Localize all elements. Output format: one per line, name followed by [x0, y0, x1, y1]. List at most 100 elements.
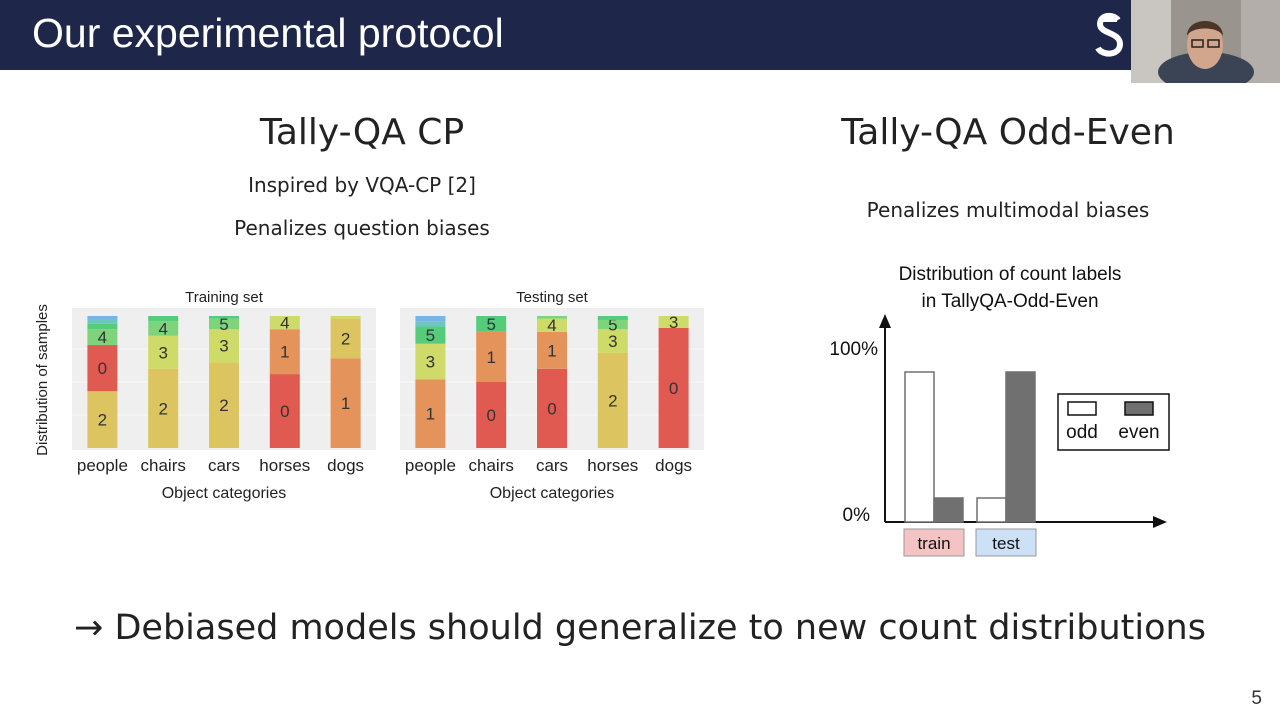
segment-count-label: 1 — [280, 343, 289, 362]
segment-count-label: 4 — [98, 328, 107, 347]
stacked-bar-segment — [415, 321, 446, 327]
segment-count-label: 2 — [341, 329, 350, 348]
stacked-bar-segment — [476, 382, 507, 448]
category-tick-label: cars — [536, 456, 568, 475]
stacked-bar-segment — [537, 331, 567, 369]
stacked-bar-segment — [330, 316, 361, 319]
segment-count-label: 3 — [426, 353, 435, 372]
stacked-bar-segment — [87, 323, 118, 330]
y-axis-arrow-icon — [879, 314, 891, 328]
odd-even-chart-title: in TallyQA-Odd-Even — [921, 291, 1098, 312]
stacked-bar-segment — [87, 316, 118, 320]
slide-title: Our experimental protocol — [32, 10, 504, 56]
tallyqa-odd-even-heading: Tally-QA Odd-Even — [841, 112, 1175, 153]
stacked-bar-segment — [330, 358, 361, 448]
segment-count-label: 2 — [98, 411, 107, 430]
segment-count-label: 2 — [158, 399, 167, 418]
even-bar — [1005, 371, 1036, 523]
legend-swatch — [1124, 401, 1154, 416]
y-tick-label: 0% — [843, 505, 871, 526]
stacked-bar-segment — [537, 316, 567, 319]
legend-swatch — [1067, 401, 1097, 416]
chart-title: Testing set — [516, 289, 589, 306]
stacked-bar-segment — [415, 316, 446, 322]
y-axis-label: Distribution of samples — [34, 304, 51, 456]
bottom-statement: → Debiased models should generalize to n… — [74, 608, 1206, 648]
stacked-bar-segment — [330, 318, 361, 359]
tallyqa-cp-heading: Tally-QA CP — [259, 112, 465, 153]
segment-count-label: 5 — [608, 316, 617, 335]
segment-count-label: 5 — [486, 315, 495, 334]
stacked-bar-segment — [415, 326, 446, 344]
x-axis-label: Object categories — [490, 485, 615, 502]
legend-label: odd — [1066, 422, 1098, 443]
odd-even-chart-title: Distribution of count labels — [899, 264, 1122, 285]
segment-count-label: 2 — [608, 391, 617, 410]
segment-count-label: 3 — [158, 343, 167, 362]
odd-bar — [904, 371, 935, 523]
category-label: train — [917, 534, 950, 553]
tallyqa-cp-inspired: Inspired by VQA-CP [2] — [248, 173, 476, 197]
stacked-bar-segment — [269, 316, 300, 330]
category-tick-label: horses — [259, 456, 310, 475]
segment-count-label: 2 — [219, 396, 228, 415]
chart-title: Training set — [185, 289, 264, 306]
tallyqa-odd-even-penalizes: Penalizes multimodal biases — [866, 198, 1150, 222]
stacked-bar-segment — [148, 321, 179, 336]
stacked-bar-segment — [148, 316, 179, 322]
stacked-bar-segment — [269, 374, 300, 448]
page-number: 5 — [1251, 688, 1262, 709]
stacked-bar-segment — [209, 316, 239, 319]
odd-bar — [976, 497, 1007, 523]
segment-count-label: 3 — [669, 313, 678, 332]
stacked-bar-segment — [269, 329, 300, 375]
stacked-bar-segment — [597, 319, 628, 330]
stacked-bar-segment — [597, 316, 628, 320]
stacked-bar-segment — [209, 362, 239, 448]
stacked-bar-segment — [597, 352, 628, 448]
segment-count-label: 0 — [98, 359, 107, 378]
y-tick-label: 100% — [829, 339, 878, 360]
stacked-bar-segment — [148, 368, 179, 448]
category-tick-label: chairs — [141, 456, 186, 475]
stacked-bar-segment — [476, 316, 507, 332]
category-tick-label: horses — [587, 456, 638, 475]
webcam-video — [1131, 0, 1280, 83]
tallyqa-cp-penalizes: Penalizes question biases — [234, 216, 490, 240]
segment-count-label: 4 — [280, 314, 289, 333]
segment-count-label: 5 — [426, 326, 435, 345]
stacked-bar-segment — [87, 319, 118, 324]
segment-count-label: 0 — [669, 379, 678, 398]
stacked-bar-segment — [537, 318, 567, 332]
category-tick-label: chairs — [469, 456, 514, 475]
stacked-bar-segment — [209, 318, 239, 330]
stacked-bar-segment — [537, 368, 567, 448]
test-tag — [975, 528, 1037, 557]
stacked-bar-segment — [658, 327, 689, 448]
legend-label: even — [1118, 422, 1159, 443]
even-bar — [933, 497, 964, 523]
stacked-bar-segment — [415, 343, 446, 380]
presenter-image — [1131, 0, 1280, 83]
category-label: test — [992, 534, 1020, 553]
category-tick-label: dogs — [655, 456, 692, 475]
segment-count-label: 0 — [547, 399, 556, 418]
stacked-bar-segment — [415, 379, 446, 448]
stacked-bar-segment — [209, 329, 239, 363]
category-tick-label: people — [405, 456, 456, 475]
segment-count-label: 1 — [486, 348, 495, 367]
segment-count-label: 1 — [547, 341, 556, 360]
slide-header: Our experimental protocol — [0, 0, 1280, 70]
segment-count-label: 5 — [219, 315, 228, 334]
segment-count-label: 4 — [547, 316, 556, 335]
segment-count-label: 1 — [341, 394, 350, 413]
category-tick-label: cars — [208, 456, 240, 475]
stacked-bar-segment — [658, 316, 689, 328]
stacked-bar-segment — [87, 329, 118, 346]
stacked-bar-segment — [476, 331, 507, 382]
university-logo-icon — [1095, 12, 1124, 57]
train-tag — [903, 528, 965, 557]
category-tick-label: dogs — [327, 456, 364, 475]
segment-count-label: 3 — [608, 332, 617, 351]
